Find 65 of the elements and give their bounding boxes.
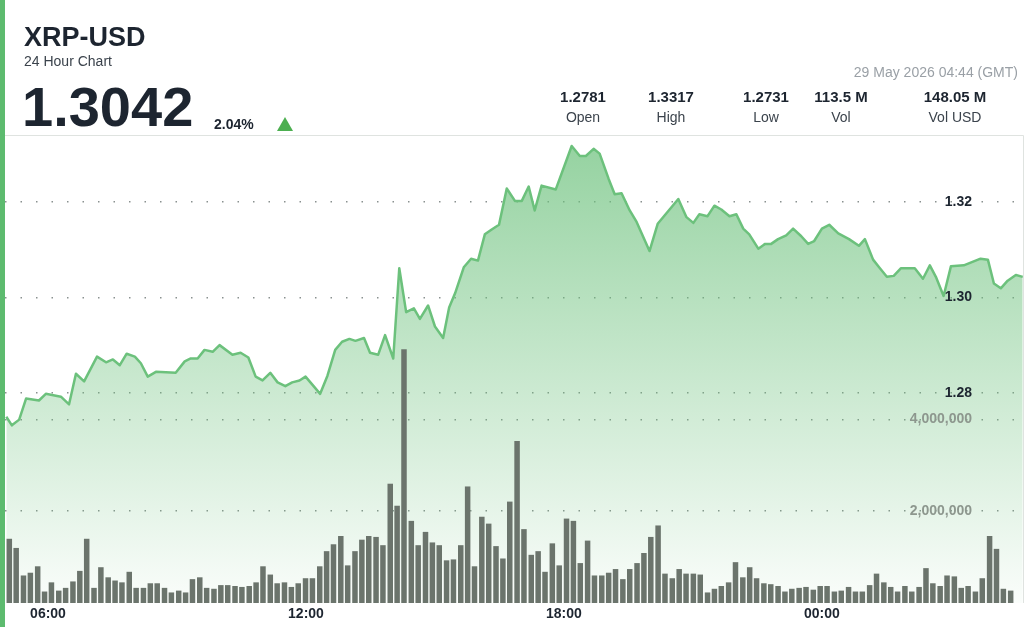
bar (718, 586, 725, 603)
y2-tick-label: 4,000,000 (909, 410, 973, 427)
bar (753, 578, 760, 603)
bar (189, 579, 196, 603)
text: 148.05 M (922, 88, 988, 105)
bar (323, 551, 330, 603)
bar (993, 548, 1000, 603)
chart-subtitle: 24 Hour Chart (24, 53, 112, 69)
bar (443, 560, 450, 603)
text: 2.04% (214, 116, 254, 132)
bar (725, 582, 732, 603)
bar (309, 578, 316, 603)
bar (711, 588, 718, 603)
bar (591, 575, 598, 603)
text: Low (752, 109, 780, 125)
text: Open (564, 109, 602, 125)
bar (986, 536, 993, 603)
bar (161, 587, 168, 603)
x-tick-label: 12:00 (288, 605, 325, 622)
bar (1000, 588, 1007, 603)
bar (422, 531, 429, 603)
text: 1.3317 (647, 88, 695, 105)
bar (316, 566, 323, 603)
text: 29 May 2026 04:44 (GMT) (853, 64, 1018, 80)
bar (281, 582, 288, 603)
bar (450, 559, 457, 603)
bar (429, 542, 436, 603)
bar (48, 582, 55, 603)
bar (302, 578, 309, 603)
y2-tick-label: 2,000,000 (909, 502, 973, 519)
bar (182, 592, 189, 603)
bar (577, 563, 584, 603)
text: 1.2731 (742, 88, 790, 105)
text: High (655, 109, 687, 125)
bar (845, 586, 852, 603)
bar (873, 573, 880, 603)
x-tick-label: 00:00 (804, 605, 841, 622)
bar (612, 569, 619, 603)
bar (570, 520, 577, 603)
bar (27, 572, 34, 603)
y-tick-label: 1.28 (944, 383, 973, 400)
y-tick-label: 1.32 (944, 192, 973, 209)
bar (732, 562, 739, 603)
bar (34, 566, 41, 603)
annotation: 1.3042 (22, 74, 194, 139)
bar (436, 545, 443, 603)
x-tick-label: 06:00 (30, 605, 67, 622)
text: Vol USD (927, 109, 983, 125)
bar (168, 592, 175, 603)
bar (563, 518, 570, 603)
y-tick-label: 1.30 (944, 288, 973, 305)
bar (330, 544, 337, 603)
chart-title: XRP-USD (24, 22, 146, 53)
bar (62, 587, 69, 603)
bar (140, 587, 147, 603)
text: Vol (830, 109, 852, 125)
bar (584, 540, 591, 603)
bar (20, 575, 27, 603)
x-tick-label: 18:00 (546, 605, 583, 622)
bar (704, 592, 711, 603)
bar (471, 566, 478, 603)
bar (979, 578, 986, 603)
text: 113.5 M (813, 88, 869, 105)
bar (866, 585, 873, 603)
text: 1.2781 (559, 88, 607, 105)
